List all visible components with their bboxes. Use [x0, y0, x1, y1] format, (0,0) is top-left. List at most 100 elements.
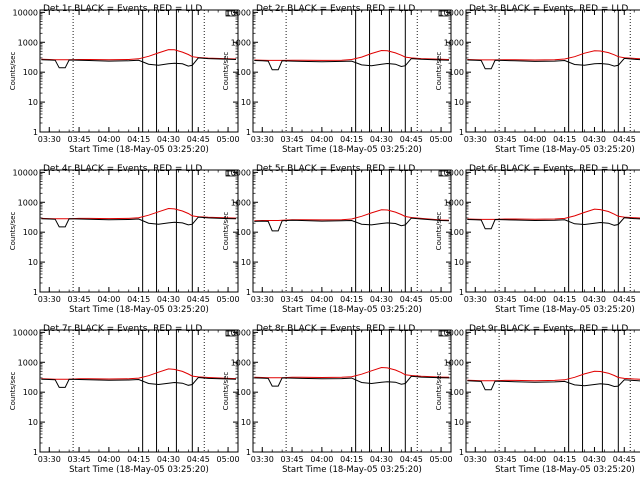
y-tick-label: 100 [449, 228, 464, 237]
y-tick-label: 10000 [226, 8, 251, 17]
x-tick-label: 03:30 [38, 295, 61, 304]
y-axis-label: Counts/sec [435, 52, 443, 91]
series-red-line [254, 366, 450, 379]
x-tick-label: 04:45 [613, 455, 636, 464]
series-black-line [254, 375, 450, 387]
x-tick-label: 04:30 [583, 295, 606, 304]
y-tick-label: 1 [459, 288, 464, 297]
x-tick-label: 04:45 [187, 295, 210, 304]
x-tick-label: 04:15 [553, 295, 576, 304]
plot-frame [252, 329, 452, 453]
plot-frame [465, 9, 640, 133]
x-tick-label: 04:30 [583, 135, 606, 144]
y-axis-label: Counts/sec [435, 372, 443, 411]
x-tick-label: 04:45 [187, 455, 210, 464]
x-axis-label: Start Time (18-May-05 03:25:20) [495, 465, 635, 475]
x-tick-label: 03:30 [38, 135, 61, 144]
series-black-line [467, 57, 640, 70]
x-tick-label: 04:15 [340, 295, 363, 304]
x-tick-label: 04:45 [613, 135, 636, 144]
x-tick-label: 04:15 [340, 135, 363, 144]
x-tick-label: 03:30 [38, 455, 61, 464]
y-tick-label: 1000 [18, 38, 38, 47]
y-axis-label: Counts/sec [222, 372, 230, 411]
x-tick-label: 05:00 [217, 295, 240, 304]
y-tick-label: 10000 [439, 328, 464, 337]
x-tick-label: 04:30 [157, 295, 180, 304]
y-tick-label: 1000 [231, 198, 251, 207]
legend-box [225, 10, 236, 17]
panel-title: Det 4r BLACK = Events, RED = LLD [43, 164, 202, 174]
y-axis-label: Counts/sec [222, 212, 230, 251]
x-tick-label: 03:45 [494, 455, 517, 464]
y-tick-label: 10 [241, 418, 251, 427]
y-tick-label: 100 [236, 228, 251, 237]
panel-title: Det 8r BLACK = Events, RED = LLD [256, 324, 415, 334]
legend-box [225, 330, 236, 337]
x-axis-label: Start Time (18-May-05 03:25:20) [282, 145, 422, 155]
x-tick-label: 03:30 [464, 295, 487, 304]
series-red-line [467, 50, 640, 61]
x-tick-label: 04:15 [127, 455, 150, 464]
series-black-line [254, 217, 450, 232]
y-tick-label: 1000 [18, 198, 38, 207]
x-tick-label: 04:15 [127, 135, 150, 144]
panel-1: Det 1r BLACK = Events, RED = LLD 1 10 100 10… [9, 4, 240, 155]
x-tick-label: 04:15 [127, 295, 150, 304]
x-tick-label: 04:00 [97, 455, 120, 464]
panel-title: Det 7r BLACK = Events, RED = LLD [43, 324, 202, 334]
y-tick-label: 1000 [231, 358, 251, 367]
x-tick-label: 04:45 [400, 135, 423, 144]
x-tick-label: 05:00 [430, 295, 453, 304]
series-red-line [254, 49, 450, 61]
x-tick-label: 04:00 [523, 455, 546, 464]
x-tick-label: 04:30 [157, 135, 180, 144]
series-red-line [41, 49, 237, 61]
plot-frame [465, 169, 640, 293]
panel-4: Det 4r BLACK = Events, RED = LLD 1 10 100 10… [9, 164, 240, 315]
x-tick-label: 03:45 [281, 455, 304, 464]
y-axis-label: Counts/sec [9, 52, 17, 91]
x-tick-label: 05:00 [217, 135, 240, 144]
x-tick-label: 03:30 [464, 135, 487, 144]
x-tick-label: 04:15 [340, 455, 363, 464]
panel-7: Det 7r BLACK = Events, RED = LLD 1 10 100 10… [9, 324, 240, 475]
y-tick-label: 1 [246, 128, 251, 137]
plot-frame [39, 329, 239, 453]
y-tick-label: 1 [246, 448, 251, 457]
x-axis-label: Start Time (18-May-05 03:25:20) [282, 465, 422, 475]
y-tick-label: 100 [449, 68, 464, 77]
plot-frame [465, 329, 640, 453]
x-tick-label: 04:45 [613, 295, 636, 304]
x-tick-label: 04:30 [370, 455, 393, 464]
series-red-line [254, 209, 450, 222]
x-tick-label: 03:30 [251, 135, 274, 144]
legend-box [438, 330, 449, 337]
y-tick-label: 10000 [13, 328, 38, 337]
y-tick-label: 100 [23, 228, 38, 237]
x-tick-label: 04:00 [97, 295, 120, 304]
x-tick-label: 04:00 [523, 135, 546, 144]
plot-frame [252, 169, 452, 293]
y-axis-label: Counts/sec [222, 52, 230, 91]
x-tick-label: 04:45 [187, 135, 210, 144]
series-red-line [467, 370, 640, 382]
panel-5: Det 5r BLACK = Events, RED = LLD 1 10 100 10… [222, 164, 453, 315]
panel-3: Det 3r BLACK = Events, RED = LLD 1 10 100 10… [435, 4, 640, 155]
y-tick-label: 10000 [13, 168, 38, 177]
series-black-line [467, 379, 640, 391]
series-black-line [41, 57, 237, 69]
x-tick-label: 04:00 [523, 295, 546, 304]
x-tick-label: 04:45 [400, 455, 423, 464]
y-tick-label: 10 [28, 418, 38, 427]
y-tick-label: 10 [454, 98, 464, 107]
y-tick-label: 10 [454, 258, 464, 267]
x-axis-label: Start Time (18-May-05 03:25:20) [495, 145, 635, 155]
y-axis-label: Counts/sec [9, 372, 17, 411]
panel-8: Det 8r BLACK = Events, RED = LLD 1 10 100 10… [222, 324, 453, 475]
y-tick-label: 10000 [439, 8, 464, 17]
x-tick-label: 04:30 [370, 295, 393, 304]
y-tick-label: 1 [459, 128, 464, 137]
x-tick-label: 04:00 [310, 455, 333, 464]
